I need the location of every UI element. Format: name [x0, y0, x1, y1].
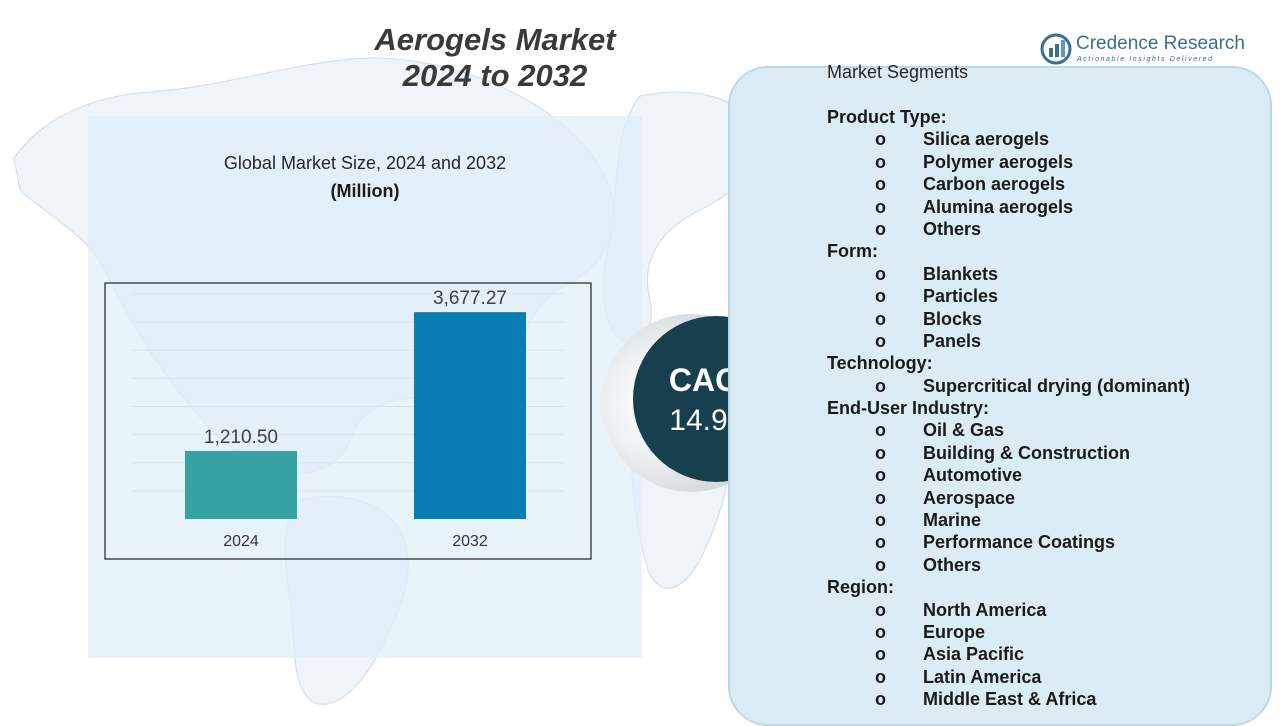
bullet-icon: o	[875, 196, 886, 217]
chart-frame	[104, 282, 592, 560]
segment-item-label: Automotive	[923, 465, 1022, 486]
segment-item-label: Panels	[923, 330, 982, 351]
segment-item-label: Europe	[923, 621, 986, 642]
segment-heading: Form:	[827, 241, 878, 262]
segment-item: o Middle East & Africa	[827, 688, 1267, 710]
segment-item-label: Building & Construction	[923, 442, 1130, 463]
segment-item-label: Carbon aerogels	[923, 174, 1066, 195]
chart-unit: (Million)	[330, 181, 400, 201]
segment-item-label: Supercritical drying (dominant)	[923, 375, 1191, 396]
segment-item-label: Blankets	[923, 263, 999, 284]
segment-item-label: Middle East & Africa	[923, 689, 1097, 710]
segment-item: o Europe	[827, 621, 1267, 643]
segment-item: o Supercritical drying (dominant)	[827, 375, 1267, 397]
segment-item-label: Others	[923, 218, 982, 239]
bullet-icon: o	[875, 621, 886, 642]
segment-item: o Blankets	[827, 263, 1267, 285]
segments-list: Product Type: o Silica aerogels o Polymer ae…	[827, 106, 1267, 711]
bar-value-label: 1,210.50	[204, 427, 278, 448]
segment-item-label: Particles	[923, 286, 999, 307]
bar-2032	[414, 312, 526, 519]
bullet-icon: o	[875, 689, 886, 710]
segment-item: o Oil & Gas	[827, 419, 1267, 441]
segment-heading: Technology:	[827, 353, 933, 374]
title-line-1: Aerogels Market	[374, 22, 616, 57]
chart-panel	[88, 116, 642, 658]
category-label: 2032	[452, 533, 488, 550]
bullet-icon: o	[875, 644, 886, 665]
segment-item-label: Silica aerogels	[923, 129, 1050, 150]
segment-item: o Alumina aerogels	[827, 196, 1267, 218]
bar-chart-logo-icon	[1040, 33, 1072, 65]
title-line-2: 2024 to 2032	[402, 58, 588, 93]
segment-item: o Blocks	[827, 308, 1267, 330]
segment-item: o Others	[827, 218, 1267, 240]
segment-item: o Asia Pacific	[827, 643, 1267, 665]
segment-item: o Marine	[827, 509, 1267, 531]
segment-item-label: Marine	[923, 510, 982, 531]
bullet-icon: o	[875, 218, 886, 239]
bullet-icon: o	[875, 442, 886, 463]
bullet-icon: o	[875, 510, 886, 531]
bullet-icon: o	[875, 151, 886, 172]
segment-item-label: Performance Coatings	[923, 532, 1116, 553]
segment-item-label: Aerospace	[923, 487, 1016, 508]
segment-item-label: Others	[923, 554, 982, 575]
segment-heading: Product Type:	[827, 107, 947, 127]
segment-item-label: Oil & Gas	[923, 420, 1005, 441]
bullet-icon: o	[875, 308, 886, 329]
segment-item-label: Asia Pacific	[923, 644, 1025, 665]
bullet-icon: o	[875, 487, 886, 508]
segment-item: o Particles	[827, 285, 1267, 307]
segment-item: o Latin America	[827, 666, 1267, 688]
bullet-icon: o	[875, 286, 886, 307]
segment-item-label: Polymer aerogels	[923, 151, 1074, 172]
segment-heading: Region:	[827, 577, 894, 598]
segment-item: o Silica aerogels	[827, 128, 1267, 150]
bullet-icon: o	[875, 554, 886, 575]
chart-bars	[185, 312, 526, 519]
bullet-icon: o	[875, 129, 886, 150]
segment-item-label: North America	[923, 599, 1047, 620]
bullet-icon: o	[875, 532, 886, 553]
segment-heading: End-User Industry:	[827, 398, 990, 419]
segments-panel	[728, 66, 1272, 726]
segment-item-label: Blocks	[923, 308, 983, 329]
bar-value-label: 3,677.27	[433, 288, 507, 309]
bullet-icon: o	[875, 263, 886, 284]
segment-item-label: Latin America	[923, 666, 1042, 687]
bullet-icon: o	[875, 420, 886, 441]
segment-item: o North America	[827, 599, 1267, 621]
segment-item: o Building & Construction	[827, 442, 1267, 464]
segment-item: o Automotive	[827, 464, 1267, 486]
bullet-icon: o	[875, 465, 886, 486]
bullet-icon: o	[875, 174, 886, 195]
segment-item: o Others	[827, 554, 1267, 576]
segment-item: o Polymer aerogels	[827, 151, 1267, 173]
bar-2024	[185, 450, 297, 519]
segments-title: Market Segments	[827, 62, 969, 82]
bullet-icon: o	[875, 375, 886, 396]
bullet-icon: o	[875, 599, 886, 620]
chart-labels: 1,210.50 2024 3,677.27 2032	[204, 288, 507, 550]
logo-tagline: Actionable Insights Delivered	[1077, 56, 1214, 63]
segment-item-label: Alumina aerogels	[923, 196, 1074, 217]
bullet-icon: o	[875, 330, 886, 351]
segment-item: o Aerospace	[827, 487, 1267, 509]
logo-name: Credence Research	[1076, 33, 1245, 54]
bar-chart: 1,210.50 2024 3,677.27 2032	[104, 282, 592, 560]
bullet-icon: o	[875, 666, 886, 687]
chart-subtitle: Global Market Size, 2024 and 2032	[223, 153, 507, 173]
segment-item: o Carbon aerogels	[827, 173, 1267, 195]
segment-item: o Performance Coatings	[827, 531, 1267, 553]
company-logo: Credence Research Actionable Insights De…	[1040, 30, 1270, 70]
page-title: Aerogels Market 2024 to 2032	[330, 22, 660, 94]
category-label: 2024	[223, 533, 259, 550]
segment-item: o Panels	[827, 330, 1267, 352]
